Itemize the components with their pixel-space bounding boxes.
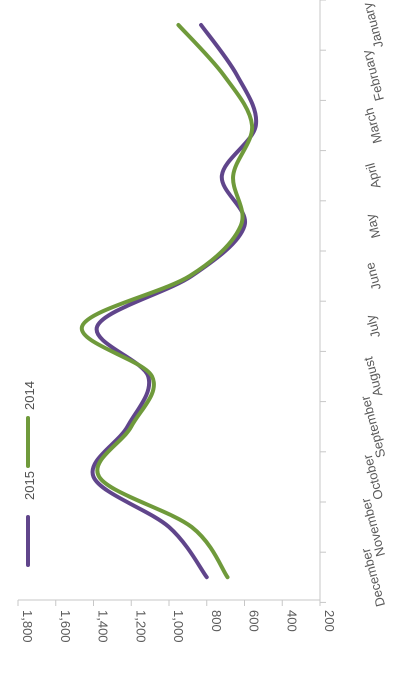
legend-label-2015: 2015 (22, 471, 37, 500)
category-tick-label: March (361, 106, 385, 145)
value-tick-label: 1,600 (58, 610, 73, 643)
value-tick-label: 1,200 (133, 610, 148, 643)
value-tick-label: 1,000 (171, 610, 186, 643)
category-tick-label: January (360, 1, 387, 50)
category-tick-label: September (357, 394, 388, 460)
legend-label-2014: 2014 (22, 381, 37, 410)
value-tick-label: 800 (209, 610, 224, 632)
series-line-2015 (93, 25, 257, 577)
value-tick-label: 1,400 (96, 610, 111, 643)
value-tick-label: 400 (284, 610, 299, 632)
series-layer (82, 25, 256, 577)
category-tick-label: August (360, 355, 385, 398)
category-tick-label: June (362, 261, 384, 292)
label-layer: 200 400 600 800 1,000 1,200 1,400 1,600 1,800 Jan… (20, 1, 388, 643)
category-tick-label: October (360, 452, 387, 501)
legend: 2015 2014 (22, 381, 37, 565)
value-tick-label: 1,800 (20, 610, 35, 643)
category-tick-label: May (362, 212, 383, 240)
category-tick-label: February (359, 48, 387, 103)
value-tick-label: 600 (247, 610, 262, 632)
value-tick-label: 200 (322, 610, 337, 632)
series-line-2014 (82, 25, 252, 577)
category-tick-label: July (363, 313, 384, 340)
category-tick-label: April (362, 161, 383, 190)
